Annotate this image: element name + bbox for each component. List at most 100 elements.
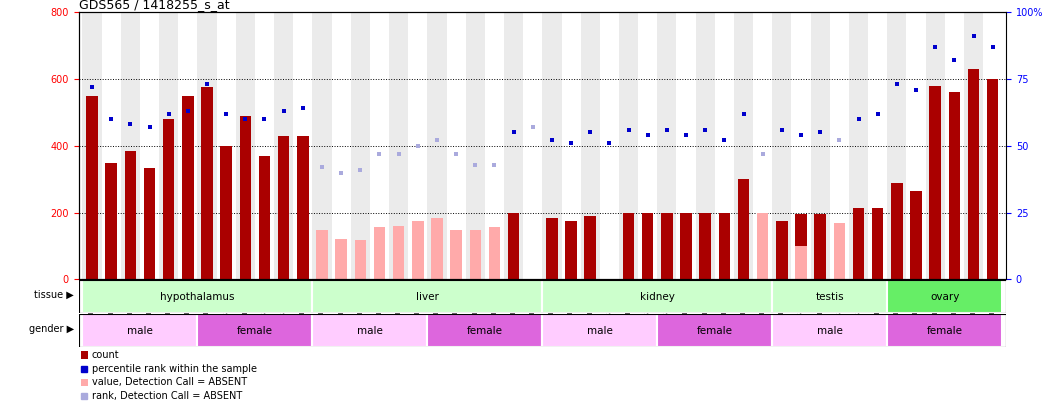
- Bar: [293, 12, 312, 279]
- Bar: [331, 12, 351, 279]
- Bar: [642, 213, 654, 279]
- Bar: [412, 221, 423, 279]
- Bar: [140, 12, 159, 279]
- Bar: [814, 214, 826, 279]
- Bar: [967, 69, 979, 279]
- Point: [141, 124, 158, 130]
- Bar: [891, 183, 902, 279]
- Bar: [374, 227, 386, 279]
- Bar: [316, 230, 328, 279]
- Bar: [738, 179, 749, 279]
- Bar: [925, 12, 944, 279]
- Point: [620, 126, 637, 133]
- Bar: [121, 12, 140, 279]
- Bar: [351, 12, 370, 279]
- Bar: [542, 280, 772, 313]
- Bar: [255, 12, 275, 279]
- Bar: [619, 12, 638, 279]
- Text: female: female: [697, 326, 733, 336]
- Text: ovary: ovary: [930, 292, 960, 302]
- Bar: [581, 12, 599, 279]
- Bar: [504, 12, 523, 279]
- Bar: [754, 12, 772, 279]
- Point: [544, 137, 561, 144]
- Point: [697, 126, 714, 133]
- Point: [84, 84, 101, 90]
- Bar: [585, 216, 596, 279]
- Text: percentile rank within the sample: percentile rank within the sample: [92, 364, 257, 374]
- Bar: [431, 217, 442, 279]
- Bar: [795, 214, 807, 279]
- Bar: [236, 12, 255, 279]
- Bar: [312, 314, 428, 347]
- Bar: [791, 12, 810, 279]
- Text: female: female: [466, 326, 503, 336]
- Bar: [81, 379, 88, 386]
- Point: [103, 116, 119, 122]
- Bar: [565, 221, 576, 279]
- Text: female: female: [237, 326, 272, 336]
- Bar: [810, 12, 830, 279]
- Text: tissue ▶: tissue ▶: [35, 290, 74, 300]
- Point: [831, 137, 848, 144]
- Bar: [125, 151, 136, 279]
- Point: [294, 105, 311, 112]
- Point: [812, 129, 829, 136]
- Point: [850, 116, 867, 122]
- Point: [505, 129, 522, 136]
- Point: [984, 44, 1001, 50]
- Point: [658, 126, 675, 133]
- Point: [467, 161, 484, 168]
- Bar: [772, 12, 791, 279]
- Bar: [542, 314, 657, 347]
- Bar: [83, 12, 102, 279]
- Bar: [523, 12, 542, 279]
- Bar: [715, 12, 734, 279]
- Bar: [240, 116, 252, 279]
- Bar: [772, 280, 888, 313]
- Bar: [278, 136, 289, 279]
- Bar: [680, 213, 692, 279]
- Bar: [719, 213, 730, 279]
- Bar: [868, 12, 888, 279]
- Point: [889, 81, 905, 87]
- Bar: [546, 217, 558, 279]
- Bar: [833, 223, 845, 279]
- Text: male: male: [816, 326, 843, 336]
- Bar: [757, 213, 768, 279]
- Point: [601, 140, 617, 146]
- Bar: [830, 12, 849, 279]
- Point: [237, 116, 254, 122]
- Bar: [312, 280, 542, 313]
- Point: [122, 121, 138, 128]
- Text: male: male: [127, 326, 153, 336]
- Bar: [297, 136, 308, 279]
- Point: [199, 81, 216, 87]
- Bar: [428, 314, 542, 347]
- Bar: [197, 12, 217, 279]
- Point: [371, 151, 388, 157]
- Point: [390, 151, 407, 157]
- Point: [965, 33, 982, 39]
- Text: male: male: [587, 326, 613, 336]
- Point: [716, 137, 733, 144]
- Bar: [370, 12, 389, 279]
- Point: [486, 161, 503, 168]
- Point: [755, 151, 771, 157]
- Point: [582, 129, 598, 136]
- Point: [410, 143, 427, 149]
- Point: [946, 57, 963, 64]
- Text: female: female: [926, 326, 963, 336]
- Bar: [485, 12, 504, 279]
- Bar: [144, 168, 155, 279]
- Bar: [964, 12, 983, 279]
- Point: [313, 164, 330, 171]
- Point: [524, 124, 541, 130]
- Bar: [661, 213, 673, 279]
- Bar: [275, 12, 293, 279]
- Bar: [734, 12, 754, 279]
- Bar: [696, 12, 715, 279]
- Text: testis: testis: [815, 292, 844, 302]
- Bar: [562, 12, 581, 279]
- Bar: [312, 12, 331, 279]
